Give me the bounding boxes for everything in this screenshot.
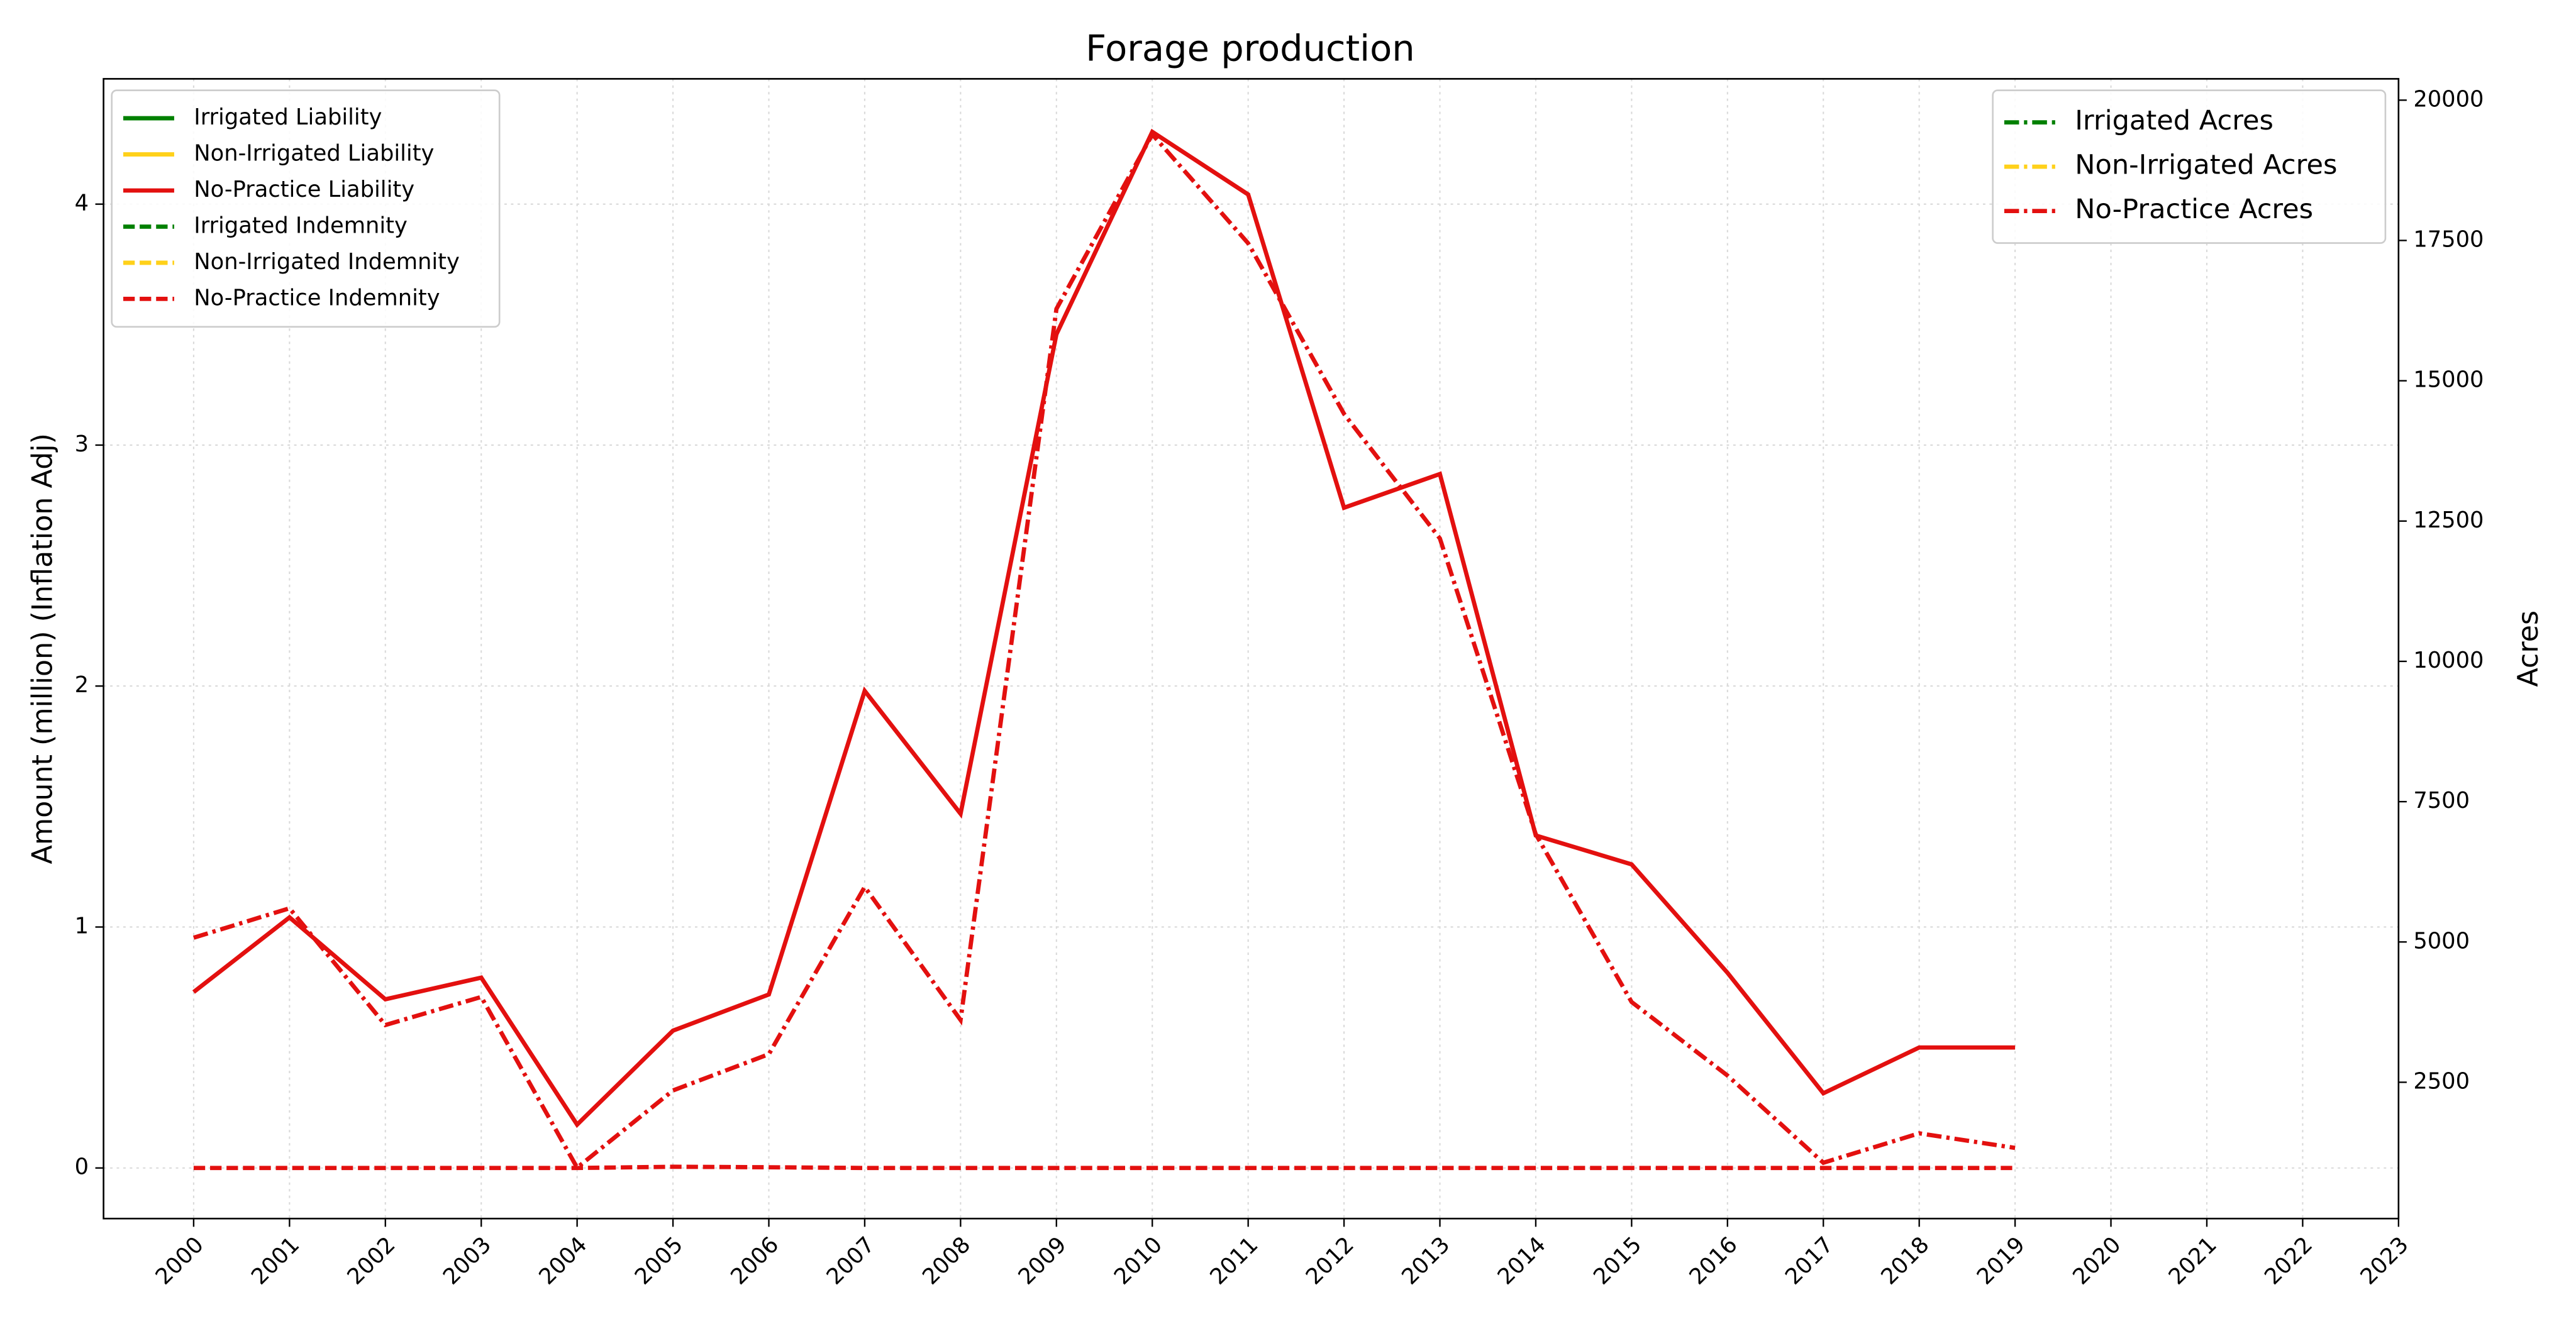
x-tick-label: 2001 (247, 1232, 304, 1289)
x-tick-label: 2009 (1013, 1232, 1071, 1289)
x-tick-label: 2002 (342, 1232, 400, 1289)
x-tick-label: 2011 (1205, 1232, 1263, 1289)
x-tick-label: 2012 (1301, 1232, 1359, 1289)
y2-tick-label: 5000 (2413, 928, 2470, 954)
legend-label: Irrigated Indemnity (194, 213, 408, 238)
x-tick-label: 2000 (150, 1232, 208, 1289)
x-tick-label: 2014 (1492, 1232, 1550, 1289)
x-tick-label: 2007 (821, 1232, 879, 1289)
plot-frame (103, 78, 2400, 1220)
legend-label: Irrigated Acres (2075, 105, 2273, 136)
y2-tick-label: 17500 (2413, 226, 2484, 252)
y2-tick-label: 2500 (2413, 1068, 2470, 1094)
x-tick-label: 2021 (2163, 1232, 2221, 1289)
series-line (192, 130, 2016, 1171)
legend-label: No-Practice Acres (2075, 194, 2313, 225)
x-tick-label: 2008 (918, 1232, 975, 1289)
legend-label: Non-Irrigated Indemnity (194, 249, 460, 275)
legend-label: No-Practice Indemnity (194, 285, 440, 311)
y2-tick-label: 12500 (2413, 507, 2484, 533)
y-axis-label: Amount (million) (Inflation Adj) (27, 433, 59, 864)
legend-box (111, 89, 501, 328)
x-tick-label: 2019 (1972, 1232, 2030, 1289)
chart-title: Forage production (1085, 28, 1415, 70)
legend-box (1992, 89, 2387, 244)
legend-label: Non-Irrigated Liability (194, 141, 434, 167)
x-tick-label: 2006 (726, 1232, 784, 1289)
y2-tick-label: 20000 (2413, 86, 2484, 112)
y-tick-label: 1 (75, 913, 89, 939)
y2-tick-label: 15000 (2413, 367, 2484, 393)
x-tick-label: 2023 (2355, 1232, 2413, 1289)
legend-label: Non-Irrigated Acres (2075, 150, 2337, 181)
y-tick-label: 4 (75, 190, 89, 216)
x-tick-label: 2016 (1684, 1232, 1742, 1289)
y-tick-label: 0 (75, 1154, 89, 1180)
y-tick-label: 2 (75, 672, 89, 698)
x-tick-label: 2010 (1109, 1232, 1167, 1289)
y-tick-label: 3 (75, 431, 89, 457)
x-tick-label: 2020 (2068, 1232, 2126, 1289)
series-line (193, 1164, 2016, 1171)
x-tick-label: 2022 (2260, 1232, 2318, 1289)
x-tick-label: 2004 (534, 1232, 592, 1289)
x-tick-label: 2013 (1397, 1232, 1455, 1289)
series-line (192, 128, 2016, 1129)
x-tick-label: 2017 (1780, 1232, 1838, 1289)
x-tick-label: 2005 (630, 1232, 688, 1289)
x-tick-label: 2003 (438, 1232, 496, 1289)
y2-tick-label: 7500 (2413, 788, 2470, 814)
x-tick-label: 2015 (1589, 1232, 1646, 1289)
y2-tick-label: 10000 (2413, 648, 2484, 673)
x-tick-label: 2018 (1876, 1232, 1934, 1289)
y2-axis-label: Acres (2512, 610, 2545, 687)
legend-label: Irrigated Liability (194, 104, 382, 130)
legend-label: No-Practice Liability (194, 177, 414, 202)
